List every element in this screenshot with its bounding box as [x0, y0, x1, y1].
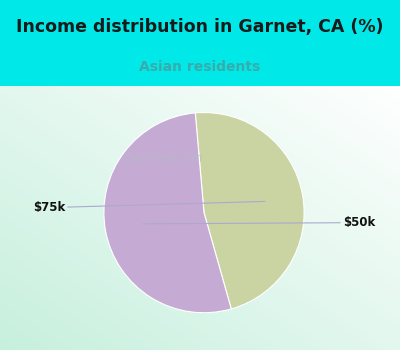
- Text: Income distribution in Garnet, CA (%): Income distribution in Garnet, CA (%): [16, 19, 384, 36]
- Text: City-Data.com: City-Data.com: [124, 153, 204, 162]
- Text: Asian residents: Asian residents: [139, 60, 261, 74]
- Text: $75k: $75k: [33, 201, 265, 214]
- Text: $50k: $50k: [143, 216, 375, 229]
- Wedge shape: [195, 113, 304, 309]
- Wedge shape: [104, 113, 231, 313]
